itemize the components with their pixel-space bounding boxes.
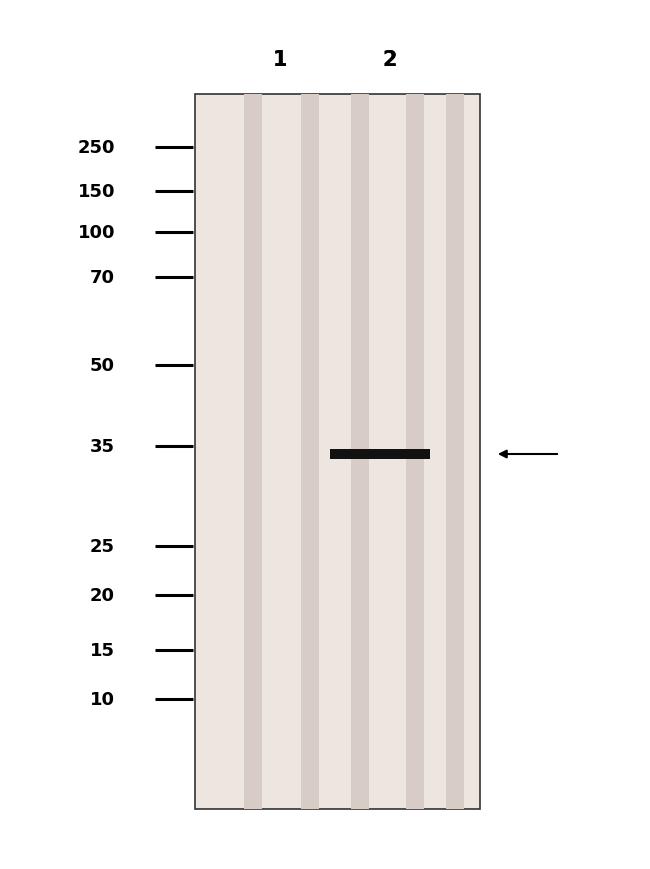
Bar [195, 95, 480, 809]
Text: 250: 250 [77, 139, 115, 156]
Bar [351, 95, 369, 809]
Bar [446, 95, 464, 809]
Text: 150: 150 [77, 182, 115, 201]
Text: 2: 2 [383, 50, 397, 70]
Text: 2: 2 [383, 50, 397, 70]
Text: 50: 50 [90, 356, 115, 375]
Bar [406, 95, 424, 809]
Text: 20: 20 [90, 587, 115, 604]
Text: 25: 25 [90, 537, 115, 555]
Text: 1: 1 [273, 50, 287, 70]
Text: 100: 100 [77, 223, 115, 242]
Bar [330, 449, 430, 460]
Text: 1: 1 [273, 50, 287, 70]
Text: 15: 15 [90, 641, 115, 660]
Bar [301, 95, 319, 809]
Text: 70: 70 [90, 269, 115, 287]
Text: 35: 35 [90, 437, 115, 455]
Text: 10: 10 [90, 690, 115, 708]
Bar [244, 95, 262, 809]
